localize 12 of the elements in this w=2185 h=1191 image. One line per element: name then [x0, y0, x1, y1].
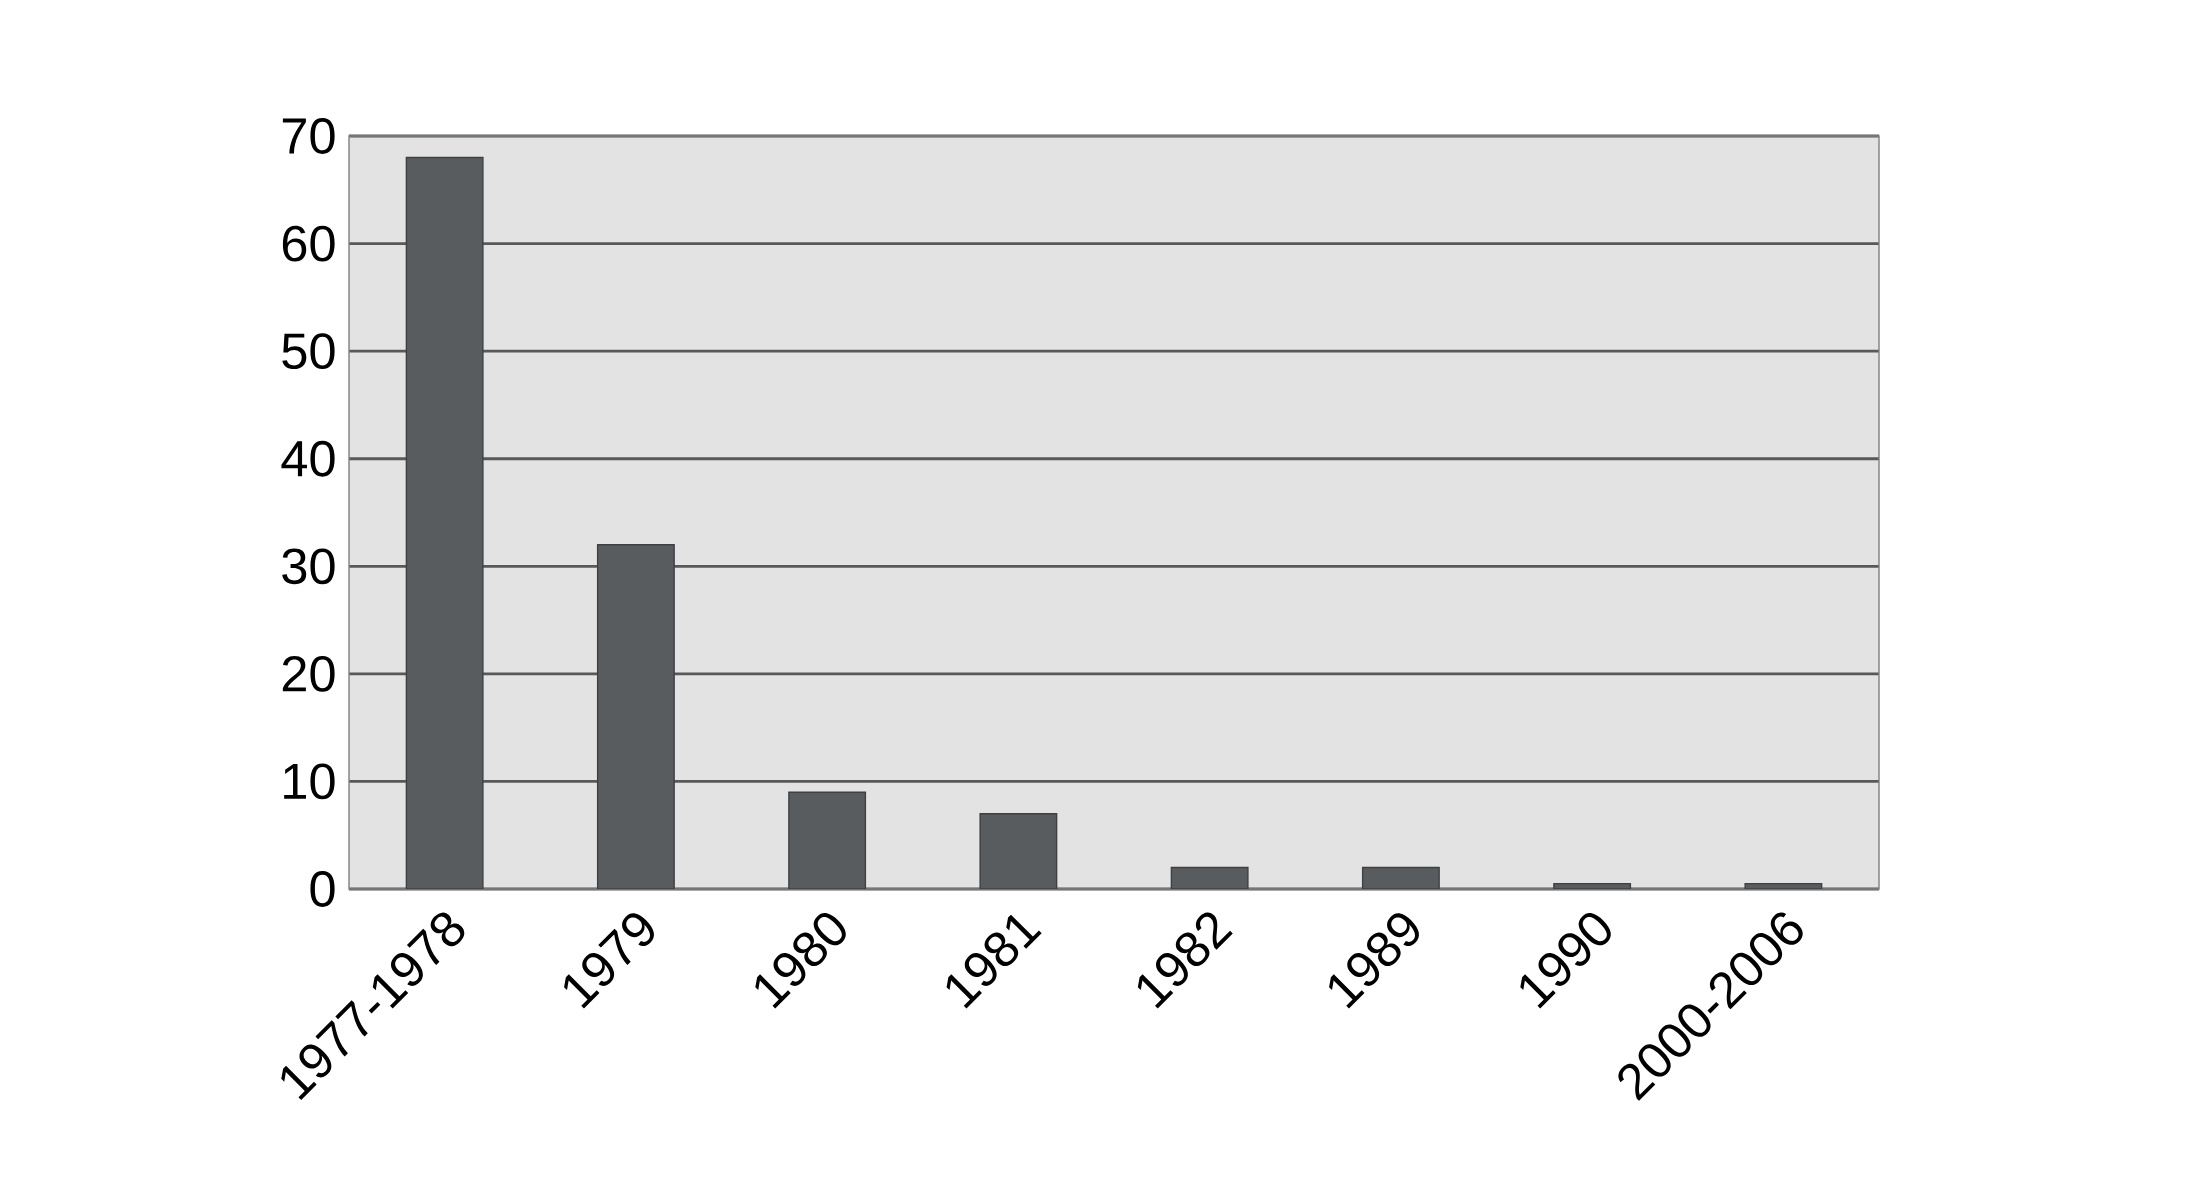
y-tick-label: 0 — [310, 871, 335, 907]
y-tick-label: 50 — [282, 333, 335, 370]
y-tick-label: 60 — [282, 225, 335, 262]
bar — [979, 813, 1058, 889]
y-tick-label: 70 — [282, 118, 335, 154]
y-tick-label: 20 — [282, 655, 335, 692]
y-tick-label: 30 — [282, 548, 335, 585]
bar — [1361, 866, 1440, 889]
y-tick-label: 40 — [281, 440, 335, 477]
y-tick-label: 10 — [284, 763, 335, 800]
bar — [1170, 866, 1249, 889]
bar — [788, 791, 867, 889]
